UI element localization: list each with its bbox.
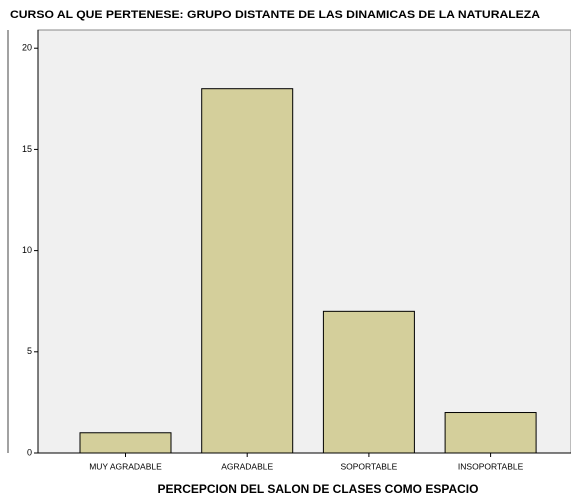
x-tick-label: MUY AGRADABLE — [89, 461, 162, 471]
x-tick-label: INSOPORTABLE — [458, 461, 524, 471]
bar — [79, 432, 172, 454]
chart-title: CURSO AL QUE PERTENESE: GRUPO DISTANTE D… — [10, 9, 540, 21]
x-tick-label: SOPORTABLE — [340, 461, 397, 471]
x-tick-label: AGRADABLE — [221, 461, 273, 471]
y-tick-label: 15 — [22, 144, 32, 154]
y-tick-label: 10 — [22, 245, 32, 255]
y-tick-label: 0 — [27, 447, 32, 457]
bar — [201, 88, 294, 454]
plot-area — [37, 29, 571, 454]
y-tick-label: 5 — [27, 346, 32, 356]
x-axis-label: PERCEPCION DEL SALON DE CLASES COMO ESPA… — [158, 482, 479, 496]
bar — [322, 310, 415, 454]
bar — [444, 412, 537, 454]
y-tick-label: 20 — [22, 43, 32, 53]
